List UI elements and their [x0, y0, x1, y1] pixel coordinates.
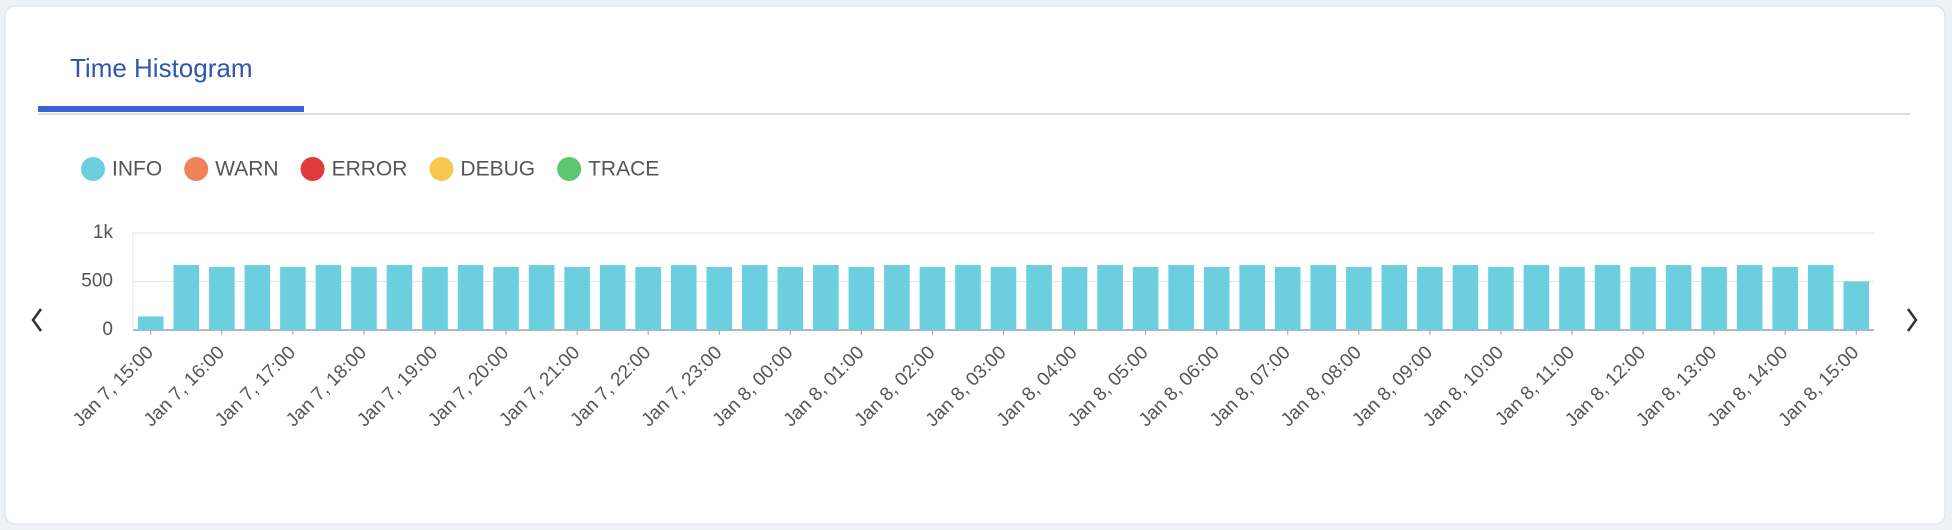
bar	[1701, 266, 1727, 330]
bar	[137, 316, 164, 330]
legend-label[interactable]: DEBUG	[460, 158, 535, 181]
bar	[1381, 265, 1408, 330]
legend-label[interactable]: INFO	[112, 158, 162, 181]
y-tick-label: 500	[81, 271, 113, 292]
bar	[493, 266, 519, 330]
bar	[1594, 265, 1621, 330]
bar	[955, 265, 981, 330]
bar	[990, 266, 1017, 330]
bar	[1310, 265, 1337, 330]
bar	[1665, 265, 1692, 330]
bar	[741, 265, 768, 330]
bar	[1274, 266, 1301, 330]
bar	[599, 265, 626, 330]
bar	[848, 266, 875, 330]
legend-swatch[interactable]	[184, 157, 209, 181]
bar	[1417, 266, 1443, 330]
bar	[919, 266, 946, 330]
bar	[670, 265, 697, 330]
bar	[422, 266, 448, 330]
bar	[1807, 265, 1834, 330]
tab-label[interactable]: Time Histogram	[70, 53, 253, 83]
bar	[386, 265, 413, 330]
legend-label[interactable]: ERROR	[332, 158, 408, 181]
bar	[1061, 266, 1088, 330]
bar	[1203, 266, 1230, 330]
bar	[1843, 281, 1870, 330]
bar	[173, 265, 200, 330]
bar	[457, 265, 484, 330]
bar	[1559, 266, 1585, 330]
bar	[315, 265, 342, 330]
card	[4, 5, 1946, 525]
bar	[564, 266, 590, 330]
bar	[1772, 266, 1798, 330]
bar	[813, 265, 839, 330]
bar	[1523, 265, 1550, 330]
bar	[209, 266, 235, 330]
bar	[1026, 265, 1052, 330]
tab-underline	[38, 106, 304, 112]
bar	[1097, 265, 1123, 330]
legend-swatch[interactable]	[557, 157, 582, 181]
legend-label[interactable]: TRACE	[588, 158, 659, 181]
bar	[635, 266, 661, 330]
next-arrow[interactable]	[1906, 308, 1918, 332]
bar	[1168, 265, 1194, 330]
legend-swatch[interactable]	[300, 157, 325, 181]
bar	[777, 266, 804, 330]
bar	[706, 266, 733, 330]
bar	[244, 265, 271, 330]
bar	[1452, 265, 1479, 330]
bar	[1239, 265, 1266, 330]
bar	[1346, 266, 1372, 330]
bar	[1736, 265, 1763, 330]
bar	[280, 266, 306, 330]
bar	[1132, 266, 1159, 330]
bar	[1488, 266, 1514, 330]
y-tick-label: 1k	[93, 222, 114, 243]
bar	[1630, 266, 1656, 330]
legend-swatch[interactable]	[81, 157, 105, 181]
legend-swatch[interactable]	[429, 157, 454, 181]
bar	[351, 266, 377, 330]
y-tick-label: 0	[102, 319, 113, 340]
bar	[884, 265, 910, 330]
bar	[528, 265, 555, 330]
prev-arrow[interactable]	[31, 308, 43, 332]
legend-label[interactable]: WARN	[215, 158, 278, 181]
